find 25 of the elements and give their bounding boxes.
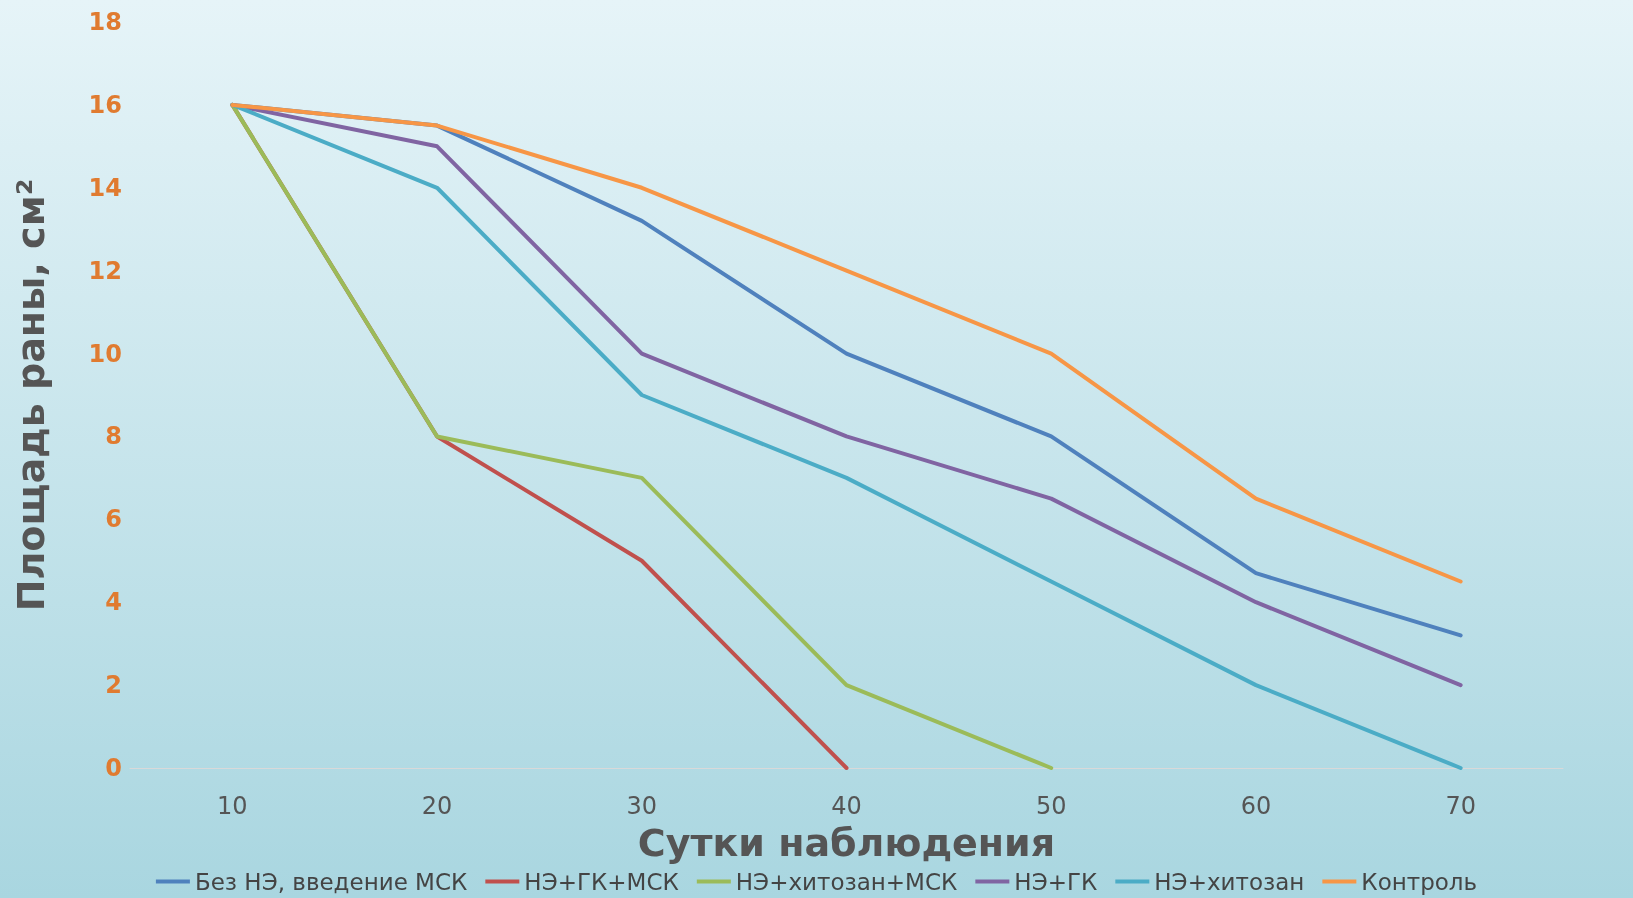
legend-label: НЭ+ГК+МСК — [524, 868, 679, 895]
y-tick-label: 4 — [105, 588, 122, 617]
legend-label: Контроль — [1361, 868, 1478, 895]
y-tick-label: 18 — [88, 8, 122, 36]
x-tick-label: 40 — [831, 792, 862, 820]
y-tick-label: 6 — [105, 505, 122, 534]
x-axis-title: Сутки наблюдения — [637, 821, 1056, 865]
y-tick-label: 0 — [105, 754, 122, 782]
legend-label: Без НЭ, введение МСК — [194, 868, 468, 895]
x-tick-label: 30 — [626, 792, 658, 820]
x-tick-label: 10 — [217, 792, 248, 820]
x-tick-label: 20 — [421, 792, 453, 820]
y-tick-label: 16 — [88, 90, 122, 119]
legend-label: НЭ+хитозан — [1154, 868, 1305, 895]
x-tick-label: 70 — [1445, 792, 1476, 820]
y-tick-label: 14 — [88, 173, 122, 202]
y-tick-label: 10 — [88, 339, 122, 368]
legend-label: НЭ+ГК — [1014, 868, 1098, 895]
y-tick-label: 2 — [105, 671, 122, 700]
y-axis-title: Площадь раны, см² — [9, 178, 53, 612]
legend-label: НЭ+хитозан+МСК — [735, 868, 958, 895]
x-tick-label: 60 — [1240, 792, 1272, 820]
x-tick-label: 50 — [1035, 792, 1067, 820]
y-tick-label: 12 — [88, 256, 122, 285]
y-tick-label: 8 — [105, 422, 122, 451]
